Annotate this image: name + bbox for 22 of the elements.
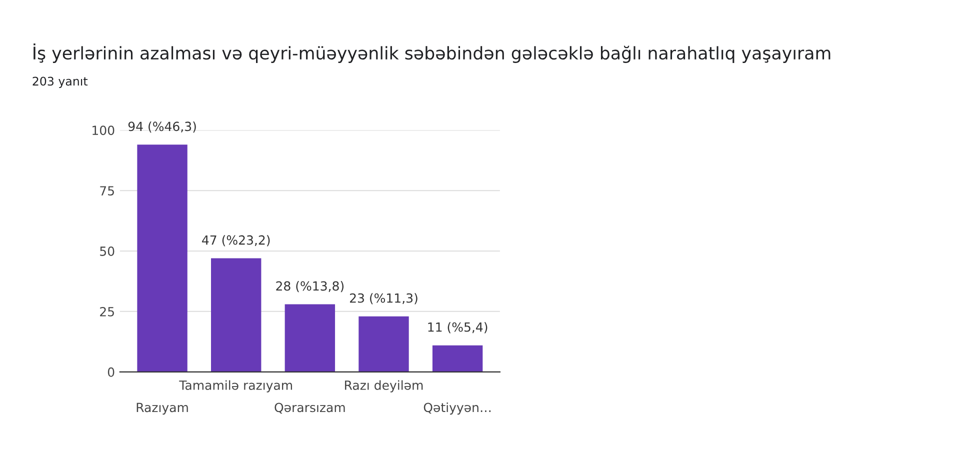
bar <box>284 304 336 372</box>
chart-title: İş yerlərinin azalması və qeyri-müəyyənlik səbəbindən gələcəklə bağlı narahatlıq yaşayıram <box>34 44 830 63</box>
bar <box>358 316 409 372</box>
y-tick-label: 100 <box>92 126 114 136</box>
bar <box>432 345 483 372</box>
y-tick-label: 25 <box>100 306 114 316</box>
y-tick-label: 0 <box>108 367 114 377</box>
data-label: 47 (%23,2) <box>202 235 270 246</box>
data-label: 11 (%5,4) <box>428 322 488 334</box>
bar <box>137 144 188 372</box>
x-tick-label: Tamamilə razıyam <box>179 380 292 392</box>
data-label: 94 (%46,3) <box>128 121 196 133</box>
x-tick-label: Qətiyyən… <box>424 402 491 415</box>
bar <box>211 258 262 372</box>
y-tick-label: 75 <box>100 186 114 196</box>
x-tick-label: Razı deyiləm <box>345 380 423 392</box>
data-label: 23 (%11,3) <box>350 293 418 304</box>
x-tick-label: Razıyam <box>136 402 188 415</box>
chart-subtitle: 203 yanıt <box>32 76 88 88</box>
data-label: 28 (%13,8) <box>276 281 344 292</box>
x-tick-label: Qərarsızam <box>274 402 345 414</box>
y-tick-label: 50 <box>100 246 114 256</box>
